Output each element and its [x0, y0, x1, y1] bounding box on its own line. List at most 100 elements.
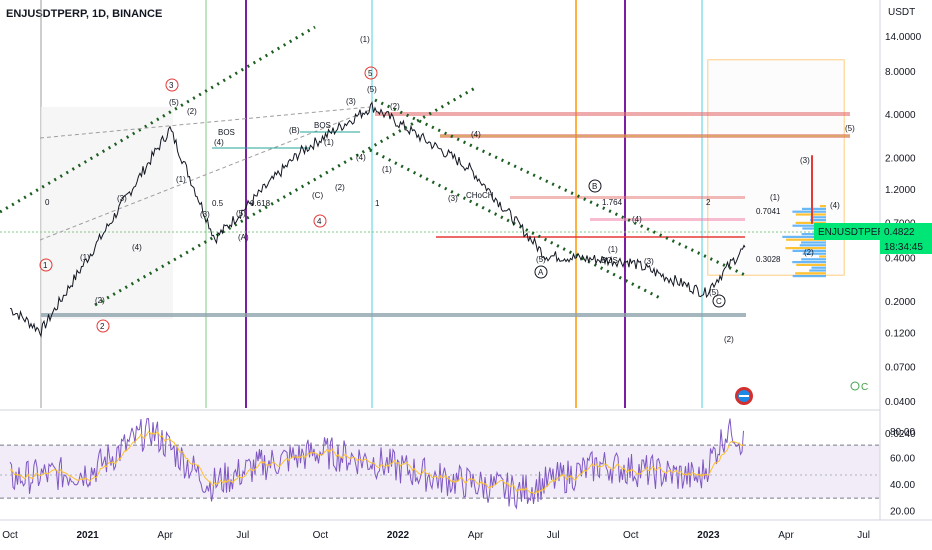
rsi-tick-label: 20.00: [890, 506, 915, 517]
range-box-left: [41, 107, 173, 319]
svg-text:(C): (C): [312, 191, 323, 200]
svg-text:4: 4: [317, 217, 322, 226]
svg-text:(5): (5): [536, 255, 546, 264]
time-tick-label: Oct: [313, 530, 329, 541]
channel-upper: [0, 25, 316, 214]
svg-text:(2): (2): [187, 107, 197, 116]
price-unit: USDT: [888, 7, 915, 18]
volume-profile-bar: [810, 216, 826, 219]
svg-text:(1): (1): [608, 245, 618, 254]
svg-text:1.764: 1.764: [602, 198, 623, 207]
svg-text:1: 1: [375, 199, 380, 208]
volume-profile-bar: [820, 205, 826, 208]
time-tick-label: Jul: [857, 530, 870, 541]
zone-4: [375, 112, 850, 116]
volume-profile-bar: [792, 224, 826, 227]
wave-label-2-major: (2): [724, 335, 734, 344]
rsi-tick-label: 60.00: [890, 453, 915, 464]
svg-text:BOS: BOS: [218, 128, 235, 137]
down-channel-lower: [369, 148, 661, 300]
wave-label-1-major: (1): [360, 35, 370, 44]
svg-text:(5): (5): [169, 98, 179, 107]
svg-text:(4): (4): [214, 138, 224, 147]
svg-text:(4): (4): [356, 153, 366, 162]
svg-text:0.3028: 0.3028: [756, 255, 781, 264]
svg-text:0.618: 0.618: [250, 199, 271, 208]
svg-text:(2): (2): [804, 248, 814, 257]
circled-labels: 1 2 3 4 5 A B C: [39, 66, 726, 333]
svg-text:(3): (3): [346, 97, 356, 106]
volume-profile-bar: [801, 207, 826, 210]
time-tick-label: Oct: [2, 530, 18, 541]
svg-text:C: C: [716, 297, 722, 306]
volume-profile-bar: [801, 233, 826, 236]
svg-text:(3): (3): [200, 210, 210, 219]
flag-icon: [735, 387, 753, 405]
svg-text:0.4822: 0.4822: [884, 227, 915, 238]
time-tick-label: Jul: [236, 530, 249, 541]
horizontal-zones: [0, 112, 932, 317]
svg-text:(A): (A): [238, 233, 249, 242]
price-tick-label: 0.0400: [885, 397, 916, 408]
volume-profile-bar: [795, 221, 826, 224]
volume-profile-bar: [795, 272, 826, 275]
price-tick-label: 14.0000: [885, 32, 922, 43]
svg-text:(5): (5): [845, 124, 855, 133]
svg-text:(1): (1): [382, 165, 392, 174]
svg-text:(3): (3): [800, 156, 810, 165]
volume-profile-bar: [809, 269, 826, 272]
rsi-series: [9, 418, 744, 510]
svg-text:(1): (1): [176, 175, 186, 184]
svg-text:0: 0: [45, 198, 50, 207]
volume-profile-bar: [792, 249, 826, 252]
svg-text:ENJUSDTPERP: ENJUSDTPERP: [818, 227, 892, 238]
rsi-ticks: 80.00 60.00 40.00 20.00: [890, 427, 915, 518]
volume-profile-bar: [810, 219, 826, 222]
svg-text:2: 2: [100, 322, 105, 331]
svg-text:(1): (1): [324, 138, 334, 147]
svg-text:(2): (2): [335, 183, 345, 192]
time-tick-label: Oct: [623, 530, 639, 541]
price-tick-label: 0.0700: [885, 362, 916, 373]
wave-labels: (1) (2) (5) (2) (3) (1) (4) (3) (5) (A) …: [45, 35, 855, 344]
svg-text:(2): (2): [95, 296, 105, 305]
volume-profile-bar: [796, 263, 826, 266]
svg-text:(1): (1): [770, 193, 780, 202]
rsi-ma-series: [9, 430, 744, 495]
svg-text:(4): (4): [830, 201, 840, 210]
svg-text:18:34:45: 18:34:45: [884, 242, 923, 253]
price-tick-label: 1.2000: [885, 185, 916, 196]
volume-profile-bar: [811, 266, 826, 269]
volume-profile-bar: [801, 241, 826, 244]
time-tick-label: Jul: [547, 530, 560, 541]
price-tick-label: 8.0000: [885, 67, 916, 78]
rsi-tick-label: 80.00: [890, 427, 915, 438]
svg-text:(4): (4): [632, 215, 642, 224]
price-tick-label: 0.2000: [885, 297, 916, 308]
svg-text:2: 2: [706, 198, 711, 207]
time-tick-label: Apr: [157, 530, 173, 541]
svg-text:0.7041: 0.7041: [756, 207, 781, 216]
svg-text:(3): (3): [644, 257, 654, 266]
volume-profile-bar: [795, 213, 826, 216]
volume-profile-bar: [786, 238, 826, 241]
volume-profile-bar: [785, 247, 826, 250]
volume-profile-bar: [802, 252, 826, 255]
svg-text:(2): (2): [390, 102, 400, 111]
time-tick-label: Apr: [778, 530, 794, 541]
zone-bottom: [41, 313, 746, 317]
volume-profile-bar: [801, 258, 826, 261]
svg-text:3: 3: [169, 81, 174, 90]
svg-text:1: 1: [43, 261, 48, 270]
dashed-trend-2: [39, 106, 371, 139]
volume-profile-bar: [782, 235, 826, 238]
svg-text:B: B: [592, 182, 597, 191]
svg-text:BOS: BOS: [601, 256, 618, 265]
volume-profile-bar: [799, 244, 826, 247]
channel-lower: [94, 86, 476, 307]
trend-channels: [0, 25, 746, 307]
volume-profile-bar: [792, 261, 826, 264]
svg-text:C: C: [861, 382, 868, 393]
svg-text:(5): (5): [709, 288, 719, 297]
